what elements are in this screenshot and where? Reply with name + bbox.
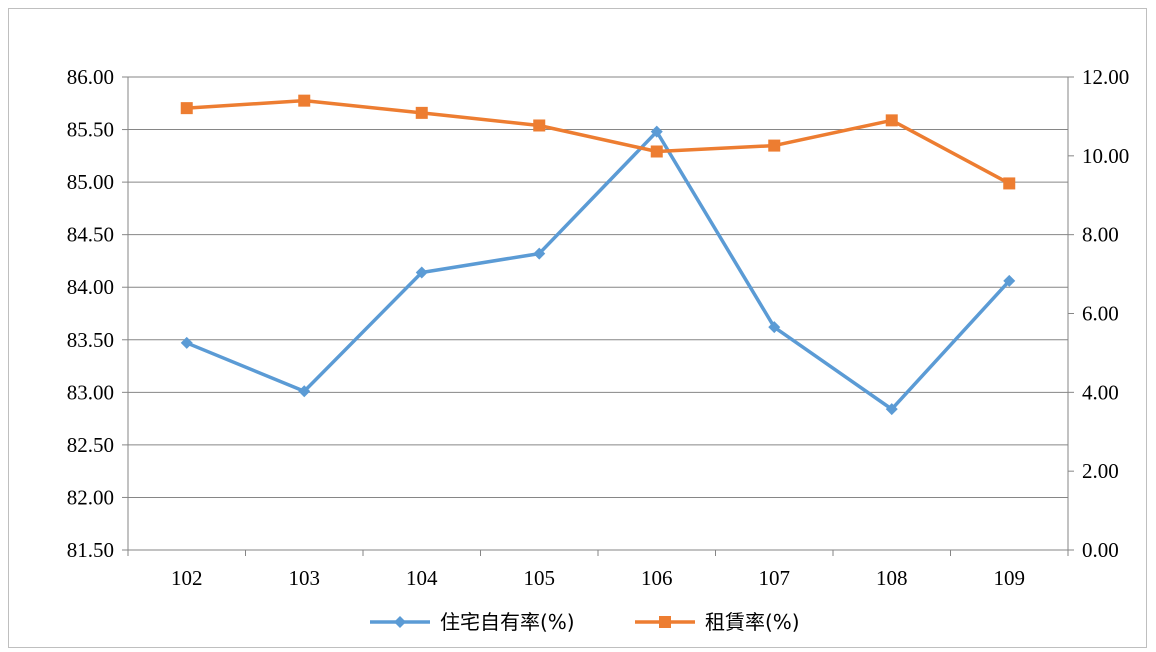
- home-ownership-point: [650, 125, 663, 138]
- rental-rate-point: [533, 119, 546, 132]
- rental-rate-line: [186, 98, 1011, 185]
- gridlines: [122, 76, 1074, 556]
- x-tick-label: 105: [524, 566, 556, 590]
- home-ownership-point: [533, 247, 546, 260]
- x-tick-label: 104: [406, 566, 438, 590]
- left-tick-label: 83.50: [67, 328, 114, 352]
- x-tick-label: 108: [876, 566, 908, 590]
- left-tick-label: 83.00: [67, 380, 114, 404]
- x-tick-label: 109: [994, 566, 1026, 590]
- chart-frame: [8, 8, 1147, 648]
- series-layer: [180, 94, 1016, 416]
- x-tick-label: 107: [759, 566, 791, 590]
- left-tick-label: 86.00: [67, 65, 114, 89]
- left-tick-label: 85.50: [67, 118, 114, 142]
- right-tick-label: 2.00: [1082, 459, 1119, 483]
- right-axis-ticks: 0.00 2.00 4.00 6.00 8.00 10.00 12.00: [1082, 65, 1129, 562]
- home-ownership-line: [186, 129, 1011, 411]
- x-tick-label: 106: [641, 566, 673, 590]
- legend-square-marker: [659, 616, 671, 628]
- legend-label: 住宅自有率(%): [440, 610, 575, 634]
- legend: 住宅自有率(%) 租賃率(%): [370, 610, 800, 634]
- home-ownership-point: [885, 403, 898, 416]
- right-tick-label: 4.00: [1082, 380, 1119, 404]
- rental-rate-point: [298, 94, 311, 107]
- rental-rate-point: [180, 102, 193, 115]
- left-tick-label: 85.00: [67, 170, 114, 194]
- rental-rate-point: [650, 145, 663, 158]
- rental-rate-point: [415, 106, 428, 119]
- x-tick-label: 103: [289, 566, 321, 590]
- left-tick-label: 82.00: [67, 485, 114, 509]
- left-tick-label: 84.00: [67, 275, 114, 299]
- left-axis-ticks: 81.50 82.00 82.50 83.00 83.50 84.00 84.50 85.00…: [67, 65, 114, 562]
- legend-label: 租賃率(%): [705, 610, 800, 634]
- right-tick-label: 12.00: [1082, 65, 1129, 89]
- home-ownership-point: [1003, 274, 1016, 287]
- right-tick-label: 10.00: [1082, 144, 1129, 168]
- left-tick-label: 84.50: [67, 223, 114, 247]
- home-ownership-point: [768, 321, 781, 334]
- x-axis-ticks: 102 103 104 105 106 107 108 109: [171, 566, 1025, 590]
- rental-rate-point: [768, 139, 781, 152]
- home-ownership-point: [180, 336, 193, 349]
- legend-diamond-marker: [394, 616, 406, 628]
- left-tick-label: 82.50: [67, 433, 114, 457]
- home-ownership-point: [415, 266, 428, 279]
- rental-rate-point: [1003, 177, 1016, 190]
- x-tick-label: 102: [171, 566, 203, 590]
- rental-rate-point: [885, 114, 898, 127]
- right-tick-label: 0.00: [1082, 538, 1119, 562]
- home-ownership-point: [298, 385, 311, 398]
- right-tick-label: 8.00: [1082, 223, 1119, 247]
- right-tick-label: 6.00: [1082, 302, 1119, 326]
- left-tick-label: 81.50: [67, 538, 114, 562]
